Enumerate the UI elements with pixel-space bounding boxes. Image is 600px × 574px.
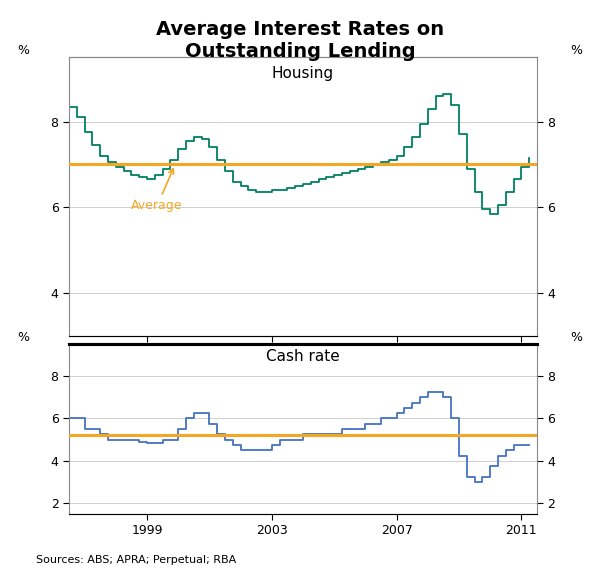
Text: %: % [17, 44, 29, 57]
Text: Average Interest Rates on
Outstanding Lending: Average Interest Rates on Outstanding Le… [156, 20, 444, 61]
Text: Average: Average [131, 169, 183, 212]
Text: Sources: ABS; APRA; Perpetual; RBA: Sources: ABS; APRA; Perpetual; RBA [36, 556, 236, 565]
Text: Cash rate: Cash rate [266, 350, 340, 364]
Text: Housing: Housing [272, 66, 334, 81]
Text: %: % [570, 44, 582, 57]
Text: %: % [570, 331, 582, 344]
Text: %: % [17, 331, 29, 344]
